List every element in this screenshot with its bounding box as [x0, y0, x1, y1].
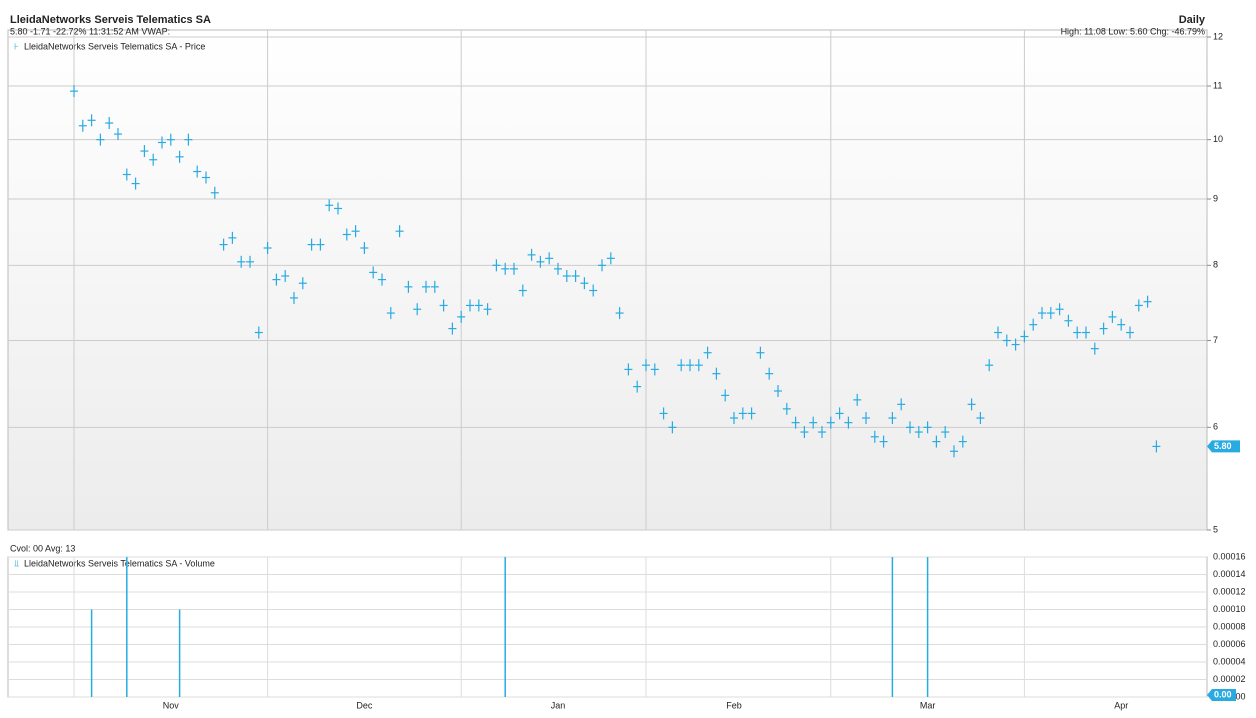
last-price-tag [1207, 440, 1240, 453]
legend-volume: LleidaNetworks Serveis Telematics SA - V… [24, 558, 215, 568]
y-tick-label: 5 [1213, 524, 1218, 534]
y-tick-label: 7 [1213, 335, 1218, 345]
last-price-label: 5.80 [1214, 441, 1232, 451]
x-tick-label: Mar [920, 700, 936, 710]
last-volume-tag [1207, 689, 1236, 701]
x-tick-label: Dec [356, 700, 373, 710]
x-tick-label: Nov [163, 700, 180, 710]
y-tick-label: 8 [1213, 260, 1218, 270]
legend-price: LleidaNetworks Serveis Telematics SA - P… [24, 41, 205, 51]
y-tick-label: 12 [1213, 31, 1223, 41]
y-tick-label: 9 [1213, 193, 1218, 203]
y-tick-label: 10 [1213, 134, 1223, 144]
y-tick-label: 0.00016 [1213, 551, 1246, 561]
volume-title: Cvol: 00 Avg: 13 [10, 543, 75, 553]
interval: Daily [1179, 14, 1206, 26]
y-tick-label: 0.00008 [1213, 621, 1246, 631]
legend-marker: ⊦ [14, 41, 19, 51]
price-panel [7, 29, 1208, 531]
y-tick-label: 0.00014 [1213, 569, 1246, 579]
x-tick-label: Jan [551, 700, 566, 710]
x-tick-label: Apr [1114, 700, 1128, 710]
y-tick-label: 0.00002 [1213, 674, 1246, 684]
y-tick-label: 0.00010 [1213, 604, 1246, 614]
y-tick-label: 0.00006 [1213, 639, 1246, 649]
y-tick-label: 0.00012 [1213, 586, 1246, 596]
summary: High: 11.08 Low: 5.60 Chg: -46.79% [1061, 26, 1205, 36]
last-volume-label: 0.00 [1214, 689, 1232, 699]
x-tick-label: Feb [726, 700, 742, 710]
legend-marker: ⫫ [13, 558, 19, 568]
y-tick-label: 6 [1213, 422, 1218, 432]
subtitle: 5.80 -1.71 -22.72% 11:31:52 AM VWAP: [10, 26, 170, 36]
chart-title: LleidaNetworks Serveis Telematics SA [10, 14, 211, 26]
y-tick-label: 11 [1213, 80, 1222, 90]
y-tick-label: 0.00004 [1213, 656, 1246, 666]
